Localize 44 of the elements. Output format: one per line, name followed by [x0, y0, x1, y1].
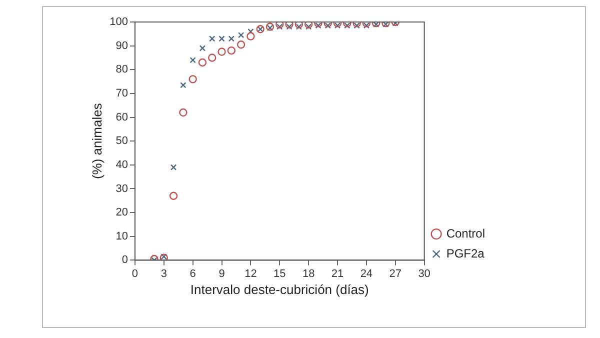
- legend-label: Control: [446, 226, 486, 240]
- y-tick-label: 90: [116, 40, 128, 52]
- point: [188, 75, 197, 84]
- point: [170, 164, 177, 170]
- x-tick-label: 6: [190, 268, 196, 280]
- x-tick-label: 15: [274, 268, 286, 280]
- legend-label: PGF2a: [446, 246, 485, 260]
- y-tick-label: 80: [116, 64, 128, 76]
- point: [248, 28, 254, 35]
- x-tick-label: 9: [218, 268, 225, 280]
- point: [208, 54, 216, 62]
- point: [169, 192, 178, 200]
- point: [198, 58, 207, 67]
- point: [228, 36, 234, 42]
- x-tick-label: 18: [302, 268, 315, 280]
- y-tick-label: 60: [116, 111, 128, 124]
- x-tick-label: 3: [160, 268, 167, 280]
- y-tick-label: 50: [116, 135, 128, 148]
- y-tick-label: 0: [122, 254, 128, 266]
- point: [199, 45, 206, 52]
- y-tick-label: 100: [110, 16, 128, 28]
- y-tick-label: 70: [116, 87, 128, 100]
- y-tick-label: 30: [116, 182, 128, 195]
- y-tick-label: 10: [116, 230, 128, 242]
- x-tick-label: 0: [132, 268, 138, 280]
- x-tick-label: 30: [418, 268, 430, 280]
- point: [238, 32, 244, 38]
- x-axis-title: Intervalo deste-cubrición (días): [190, 282, 369, 297]
- point: [218, 36, 225, 42]
- point: [190, 57, 196, 64]
- y-tick-label: 40: [116, 158, 128, 171]
- point: [227, 46, 236, 55]
- point: [246, 32, 255, 40]
- y-axis-title: (%) animales: [89, 102, 104, 180]
- x-tick-label: 24: [360, 268, 373, 280]
- point: [179, 108, 188, 117]
- point: [209, 36, 216, 42]
- x-tick-label: 21: [331, 268, 344, 280]
- point: [180, 82, 186, 88]
- x-tick-label: 12: [244, 268, 257, 280]
- point: [236, 40, 246, 49]
- y-tick-label: 20: [116, 206, 128, 219]
- point: [218, 48, 226, 56]
- x-tick-label: 27: [389, 268, 402, 280]
